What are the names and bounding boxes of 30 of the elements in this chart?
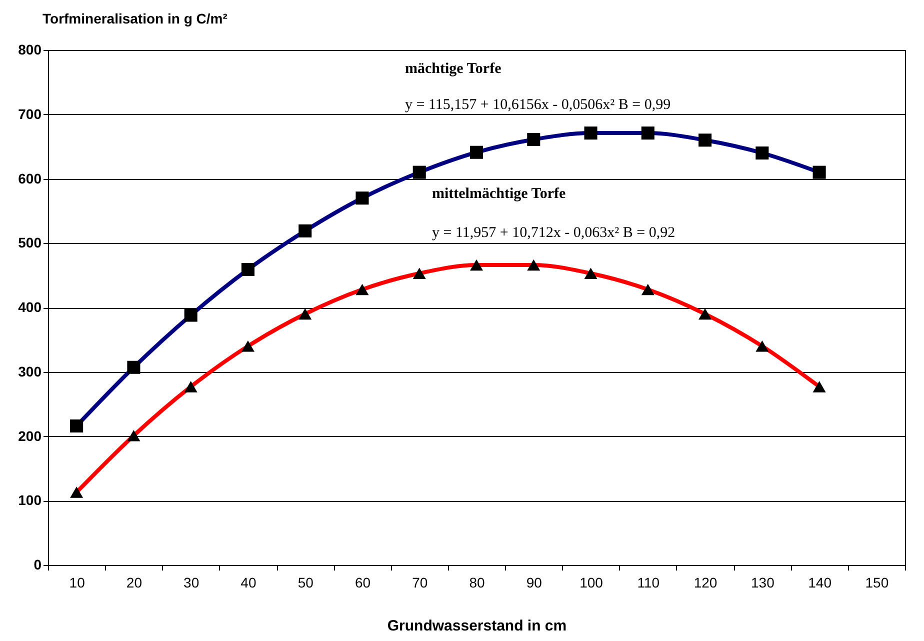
x-tick-label: 60 — [354, 574, 371, 590]
x-tick-label: 130 — [750, 574, 775, 590]
annotation: mächtige Torfe — [405, 61, 502, 77]
y-tick-label: 100 — [18, 492, 42, 508]
y-tick-label: 600 — [18, 170, 42, 186]
y-axis-title: Torfmineralisation in g C/m² — [42, 10, 228, 26]
y-tick-label: 400 — [18, 299, 42, 315]
x-tick-label: 30 — [184, 574, 200, 590]
x-tick-label: 150 — [865, 574, 889, 590]
x-tick-label: 140 — [808, 574, 832, 590]
y-tick-label: 200 — [18, 428, 42, 444]
y-tick-label: 300 — [18, 363, 42, 380]
x-tick-label: 80 — [469, 574, 485, 590]
annotation: mittelmächtige Torfe — [432, 186, 566, 202]
x-tick-label: 10 — [69, 574, 86, 590]
x-tick-label: 20 — [126, 574, 142, 590]
x-axis-title: Grundwasserstand in cm — [387, 618, 567, 634]
y-tick-label: 800 — [18, 42, 42, 58]
y-tick-label: 0 — [34, 556, 42, 572]
x-tick-label: 90 — [526, 574, 542, 590]
annotation: y = 11,957 + 10,712x - 0,063x² B = 0,92 — [432, 225, 676, 241]
x-tick-label: 70 — [412, 574, 428, 590]
annotation: y = 115,157 + 10,6156x - 0,0506x² B = 0,99 — [405, 97, 671, 113]
x-tick-label: 40 — [240, 574, 256, 590]
y-tick-label: 700 — [18, 106, 42, 122]
x-tick-label: 120 — [694, 574, 718, 590]
x-tick-label: 100 — [580, 574, 604, 590]
x-tick-label: 50 — [298, 574, 314, 590]
x-tick-label: 110 — [637, 574, 660, 590]
y-tick-label: 500 — [18, 234, 42, 251]
